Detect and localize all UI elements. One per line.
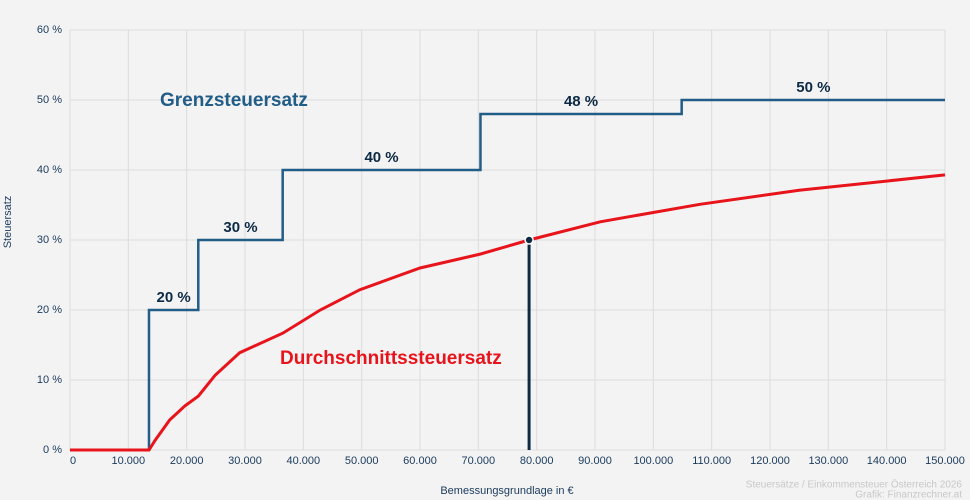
step-label: 20 % (157, 289, 191, 306)
series-line (70, 98, 945, 452)
step-label: 40 % (364, 149, 398, 166)
x-tick-label: 80.000 (520, 455, 554, 467)
y-tick-label: 40 % (37, 164, 62, 176)
x-tick-label: 40.000 (287, 455, 321, 467)
y-tick-label: 30 % (37, 234, 62, 246)
step-label: 48 % (564, 93, 598, 110)
series-label: Durchschnittssteuersatz (280, 348, 502, 369)
y-tick-label: 0 % (43, 444, 62, 456)
x-tick-label: 140.000 (867, 455, 907, 467)
series-label: Grenzsteuersatz (160, 90, 308, 111)
y-axis-label: Steuersatz (2, 196, 14, 249)
x-tick-label: 30.000 (228, 455, 262, 467)
x-tick-label: 150.000 (925, 455, 965, 467)
x-tick-label: 50.000 (345, 455, 379, 467)
x-tick-label: 120.000 (750, 455, 790, 467)
footer-line: Steuersätze / Einkommensteuer Österreich… (746, 479, 963, 491)
x-tick-label: 90.000 (578, 455, 612, 467)
step-label: 50 % (796, 79, 830, 96)
series-line (70, 173, 946, 452)
x-tick-label: 70.000 (462, 455, 496, 467)
y-tick-label: 60 % (37, 24, 62, 36)
footer-line: Grafik: Finanzrechner.at (855, 490, 962, 500)
x-tick-label: 100.000 (633, 455, 673, 467)
x-tick-label: 60.000 (403, 455, 437, 467)
x-tick-label: 0 (70, 455, 76, 467)
x-tick-label: 130.000 (808, 455, 848, 467)
step-label: 30 % (223, 219, 257, 236)
marker-dot (524, 235, 534, 245)
y-tick-label: 10 % (37, 374, 62, 386)
x-tick-label: 20.000 (170, 455, 204, 467)
x-tick-label: 110.000 (692, 455, 731, 467)
y-tick-label: 50 % (37, 94, 62, 106)
x-axis-label: Bemessungsgrundlage in € (440, 485, 573, 497)
x-tick-label: 10.000 (112, 455, 146, 467)
y-tick-label: 20 % (37, 304, 62, 316)
